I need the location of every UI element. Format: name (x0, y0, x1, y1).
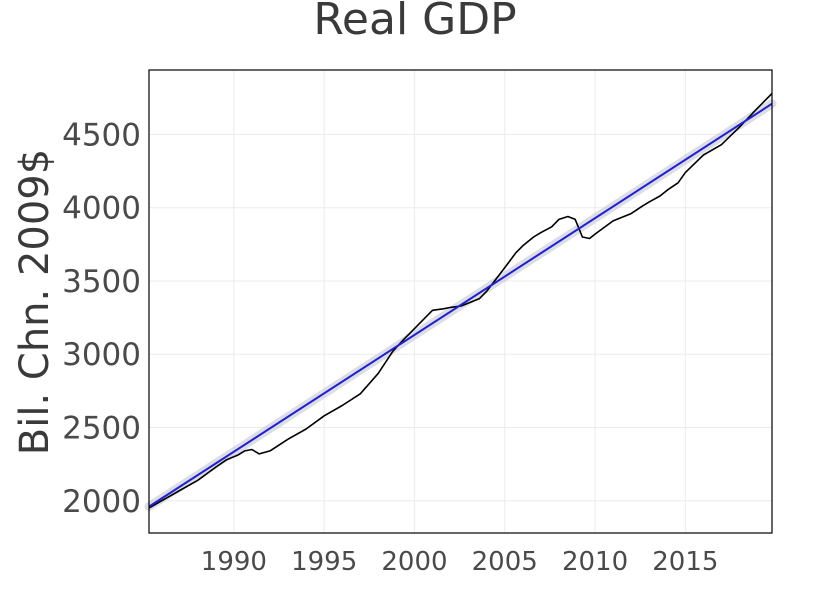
gridlines (149, 70, 772, 533)
series-layer (148, 92, 773, 509)
y-tick-label-4500: 4500 (62, 117, 141, 153)
plot-panel-border (148, 69, 773, 534)
x-tick-label-2000: 2000 (381, 547, 447, 577)
x-tick-label-2015: 2015 (652, 547, 718, 577)
gdp-series-line (148, 92, 773, 509)
x-tick-label-2005: 2005 (472, 547, 538, 577)
x-tick-labels: 1990 1995 2000 2005 2010 2015 (201, 547, 719, 577)
y-axis-label: Bil. Chn. 2009$ (12, 149, 58, 455)
y-tick-label-4000: 4000 (62, 191, 141, 227)
y-tick-label-2000: 2000 (62, 484, 141, 520)
chart-title: Real GDP (313, 0, 516, 45)
x-tick-label-1995: 1995 (291, 547, 357, 577)
y-tick-label-2500: 2500 (62, 411, 141, 447)
x-tick-label-1990: 1990 (201, 547, 267, 577)
trend-line (148, 102, 773, 508)
y-tick-label-3000: 3000 (62, 337, 141, 373)
x-tick-label-2010: 2010 (562, 547, 628, 577)
y-tick-labels: 2000 2500 3000 3500 4000 4500 (62, 117, 141, 519)
y-tick-label-3500: 3500 (62, 264, 141, 300)
